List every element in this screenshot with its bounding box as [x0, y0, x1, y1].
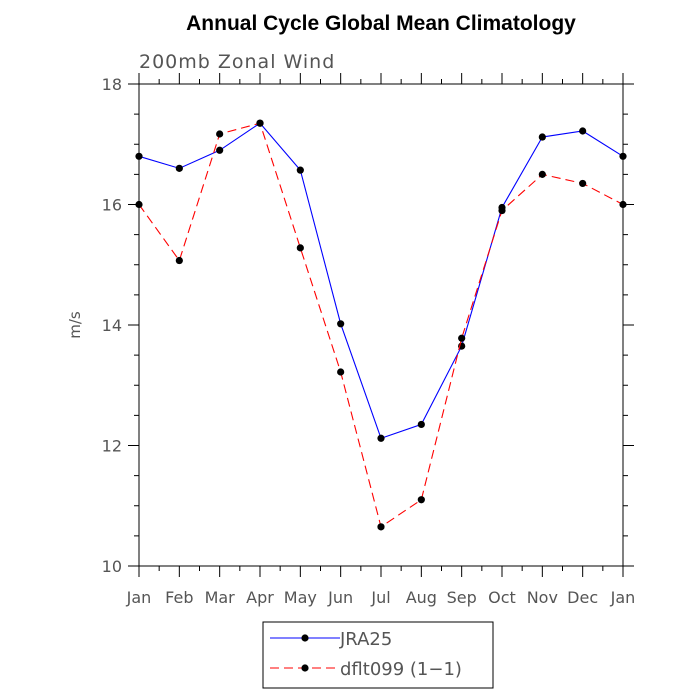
- data-point: [619, 200, 627, 209]
- x-tick-label: Nov: [527, 588, 558, 607]
- legend-label-1: JRA25: [339, 629, 392, 650]
- data-point: [337, 368, 345, 376]
- legend: JRA25 dflt099 (1−1): [262, 621, 494, 689]
- x-tick-label: Feb: [165, 588, 193, 607]
- y-tick-label: 12: [102, 437, 122, 456]
- data-point: [579, 179, 587, 188]
- y-tick-label: 14: [102, 316, 122, 335]
- x-tick-label: Oct: [488, 588, 516, 607]
- y-axis-label: m/s: [66, 311, 84, 339]
- x-tick-label: Apr: [246, 588, 274, 607]
- x-tick-label: Sep: [447, 588, 477, 607]
- legend-box: [262, 621, 494, 689]
- x-tick-label: Jan: [126, 588, 152, 607]
- x-tick-label: Jun: [327, 588, 353, 607]
- legend-marker: [301, 664, 309, 672]
- series-line-1: [138, 122, 624, 439]
- axis-ticks: Jan Feb Mar Apr May Jun Jul Aug Sep Oct Nov Dec Jan1…: [102, 73, 636, 607]
- data-point: [538, 133, 546, 141]
- data-point: [458, 334, 466, 342]
- data-point: [337, 320, 345, 328]
- data-point: [417, 496, 425, 504]
- legend-label-2: dflt099 (1−1): [340, 659, 462, 680]
- chart-subtitle: 200mb Zonal Wind: [139, 51, 335, 73]
- data-point: [135, 200, 143, 209]
- x-tick-label: Aug: [406, 588, 437, 607]
- x-tick-label: Jan: [610, 588, 636, 607]
- data-point: [377, 523, 385, 531]
- plot-frame: [138, 83, 624, 567]
- legend-marker: [301, 634, 309, 642]
- y-tick-label: 18: [102, 75, 122, 94]
- data-point: [175, 256, 183, 265]
- y-tick-label: 10: [102, 557, 122, 576]
- data-point: [296, 166, 304, 174]
- x-tick-label: Jul: [370, 588, 390, 607]
- data-point: [256, 119, 264, 127]
- chart-title: Annual Cycle Global Mean Climatology: [186, 12, 576, 35]
- data-point: [296, 244, 304, 252]
- x-tick-label: May: [284, 588, 317, 607]
- data-point: [619, 152, 627, 160]
- data-point: [579, 127, 587, 135]
- data-point: [498, 206, 506, 215]
- data-point: [377, 434, 385, 442]
- data-point: [417, 420, 425, 429]
- x-tick-label: Mar: [205, 588, 236, 607]
- data-point: [216, 130, 224, 138]
- y-tick-label: 16: [102, 196, 122, 215]
- data-point: [135, 152, 143, 160]
- data-point: [216, 146, 224, 154]
- data-point: [175, 164, 183, 172]
- series-layer: [135, 119, 627, 531]
- series-line-2: [138, 122, 624, 528]
- x-tick-label: Dec: [567, 588, 598, 607]
- data-point: [538, 170, 546, 178]
